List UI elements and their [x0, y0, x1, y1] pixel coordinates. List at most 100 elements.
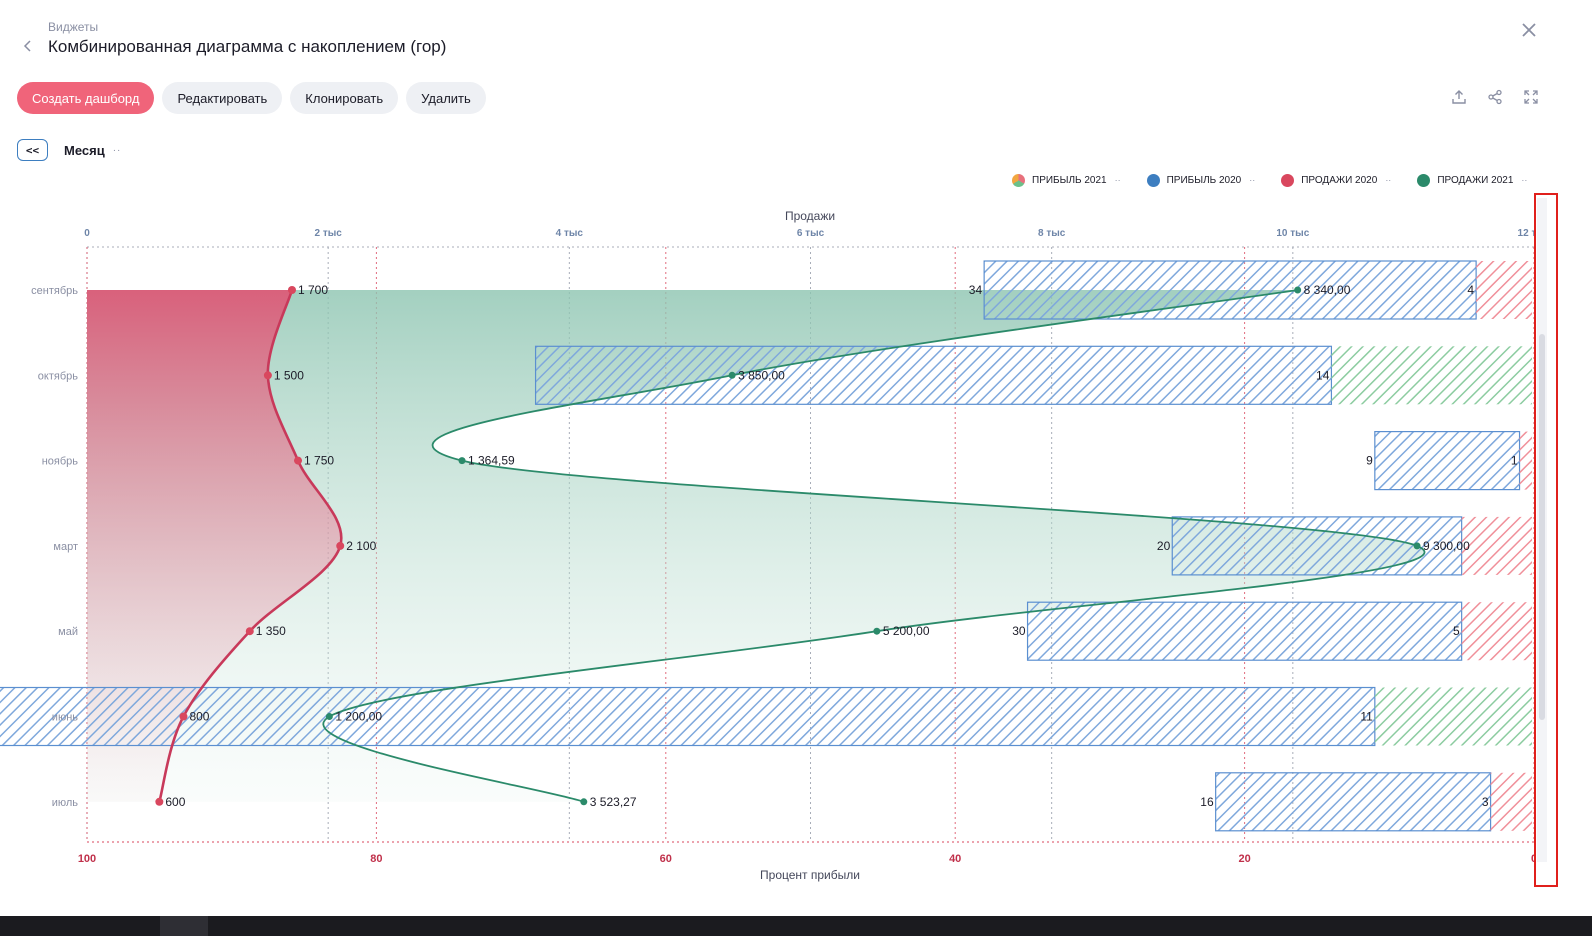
sales-2020-data-label: 2 100 [346, 539, 376, 553]
edit-button[interactable]: Редактировать [162, 82, 283, 114]
category-label: май [58, 626, 78, 638]
sales-2021-point [580, 798, 588, 806]
breadcrumb[interactable]: Виджеты [48, 20, 99, 34]
combo-chart: 34 4 14 9 1 20 30 5 100 11 16 3 8 340,00 3 850,00 1 36… [0, 209, 1534, 882]
bottom-axis-tick-label: 40 [949, 853, 961, 865]
legend-label: ПРОДАЖИ 2020 [1301, 174, 1378, 186]
sales-2020-data-label: 600 [165, 795, 185, 809]
bottom-axis-tick-label: 80 [370, 853, 382, 865]
profit-2020-bar [983, 260, 1477, 320]
profit-2020-bar [534, 345, 1333, 405]
profit-2021-bar [1331, 346, 1532, 405]
top-axis-tick-label: 2 тыс [314, 228, 342, 239]
sales-2020-data-label: 1 500 [274, 368, 304, 382]
clone-button[interactable]: Клонировать [290, 82, 399, 114]
top-axis-title: Продажи [785, 209, 835, 223]
sales-2020-point [294, 456, 303, 465]
sales-2021-data-label: 9 300,00 [1423, 539, 1470, 553]
profit-2020-bar [1215, 772, 1492, 832]
legend-item-profit-2020[interactable]: ПРИБЫЛЬ 2020 ·· [1146, 173, 1255, 187]
profit-2020-data-label: 16 [1200, 795, 1214, 809]
sales-2020-data-label: 1 350 [256, 624, 286, 638]
profit-2021-bar [1461, 602, 1532, 661]
share-icon[interactable] [1486, 88, 1504, 106]
close-icon[interactable] [1519, 20, 1539, 40]
sales-2021-data-label: 3 523,27 [590, 795, 637, 809]
category-label: июнь [52, 712, 78, 724]
legend-item-sales-2020[interactable]: ПРОДАЖИ 2020 ·· [1281, 173, 1392, 187]
sales-2020-point [155, 797, 164, 806]
sales-2021-point [1413, 542, 1421, 550]
profit-2021-data-label: 1 [1511, 454, 1518, 468]
profit-2021-data-label: 14 [1316, 368, 1330, 382]
sales-2021-point [325, 713, 333, 720]
top-axis-tick-label: 8 тыс [1038, 228, 1066, 239]
sales-2021-data-label: 1 364,59 [468, 454, 515, 468]
top-axis-tick-label: 12 тыс [1518, 228, 1534, 239]
profit-2020-bar [1374, 431, 1521, 491]
legend-item-profit-2021[interactable]: ПРИБЫЛЬ 2021 ·· [1012, 173, 1121, 187]
profit-2021-data-label: 5 [1453, 624, 1460, 638]
sales-2021-point [873, 627, 881, 635]
top-axis-tick-label: 6 тыс [797, 228, 825, 239]
profit-2021-data-label: 4 [1467, 283, 1474, 297]
sales-2020-data-label: 1 700 [298, 283, 328, 297]
top-axis-tick-label: 10 тыс [1276, 228, 1309, 239]
bottom-axis-tick-label: 60 [660, 853, 672, 865]
widget-header: Виджеты Комбинированная диаграмма с нако… [0, 0, 1592, 70]
more-dots-icon[interactable]: ·· [112, 144, 122, 156]
sales-2021-data-label: 1 200,00 [335, 710, 382, 724]
profit-2020-bar [1026, 601, 1463, 661]
create-dashboard-button[interactable]: Создать дашборд [17, 82, 155, 114]
profit-2021-bar [1519, 431, 1532, 490]
chart-legend: ПРИБЫЛЬ 2021 ·· ПРИБЫЛЬ 2020 ·· ПРОДАЖИ … [1012, 172, 1527, 188]
legend-label: ПРИБЫЛЬ 2020 [1166, 174, 1242, 186]
legend-item-sales-2021[interactable]: ПРОДАЖИ 2021 ·· [1417, 173, 1528, 187]
sales-2021-data-label: 3 850,00 [738, 368, 785, 382]
chevron-left-icon[interactable] [20, 38, 36, 54]
legend-label: ПРОДАЖИ 2021 [1437, 174, 1514, 186]
scrollbar-thumb[interactable] [1539, 334, 1545, 720]
collapse-button[interactable]: << [17, 139, 48, 161]
month-filter-label[interactable]: Месяц [64, 142, 105, 158]
legend-label: ПРИБЫЛЬ 2021 [1032, 174, 1107, 186]
top-axis-tick-label: 4 тыс [556, 228, 584, 239]
bottom-axis-title: Процент прибыли [760, 868, 860, 882]
bottom-axis-tick-label: 100 [78, 853, 96, 865]
header-actions [1450, 88, 1540, 106]
profit-2021-bar [1490, 772, 1532, 831]
legend-swatch-green [1417, 173, 1431, 187]
export-icon[interactable] [1450, 88, 1468, 106]
sales-2020-point [245, 627, 254, 636]
fullscreen-icon[interactable] [1522, 88, 1540, 106]
legend-dots: ·· [1385, 175, 1392, 185]
taskbar [0, 916, 1592, 936]
profit-2021-bar [1461, 516, 1532, 575]
bottom-axis-tick-label: 0 [1531, 853, 1534, 865]
sales-2021-point [458, 457, 466, 465]
category-label: октябрь [38, 370, 78, 382]
category-label: сентябрь [31, 285, 78, 297]
legend-dots: ·· [1114, 175, 1121, 185]
category-label: март [53, 541, 78, 553]
profit-2020-data-label: 34 [969, 283, 983, 297]
sales-2020-point [179, 712, 188, 721]
sales-2021-data-label: 5 200,00 [883, 624, 930, 638]
profit-2020-bar [0, 686, 1376, 747]
filter-row: << Месяц ·· [17, 138, 121, 162]
profit-2021-bar [1374, 687, 1532, 746]
legend-swatch-multicolor [1012, 173, 1025, 187]
page-title: Комбинированная диаграмма с накоплением … [48, 37, 447, 56]
delete-button[interactable]: Удалить [406, 82, 486, 114]
sales-2020-data-label: 800 [189, 710, 209, 724]
legend-swatch-red [1281, 173, 1295, 187]
bottom-axis-tick-label: 20 [1238, 853, 1250, 865]
legend-dots: ·· [1521, 175, 1528, 185]
profit-2021-data-label: 11 [1360, 710, 1373, 724]
sales-2021-point [728, 371, 736, 379]
sales-2021-data-label: 8 340,00 [1304, 283, 1351, 297]
profit-2020-data-label: 30 [1012, 624, 1026, 638]
taskbar-tab[interactable] [160, 916, 208, 936]
top-axis-tick-label: 0 [84, 228, 90, 239]
category-label: июль [52, 797, 79, 809]
